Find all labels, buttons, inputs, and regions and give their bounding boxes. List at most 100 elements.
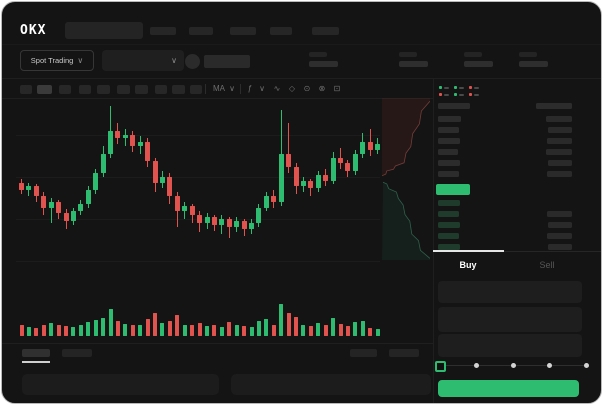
candle-body	[360, 142, 366, 154]
timeframe-pill-2[interactable]	[59, 85, 71, 94]
search-input[interactable]	[65, 22, 143, 39]
bids-book-view-icon[interactable]	[454, 86, 464, 96]
slider-stop-2[interactable]	[510, 363, 516, 368]
fullscreen-icon[interactable]: ⊡	[333, 84, 341, 93]
nav-item-0[interactable]	[150, 27, 176, 35]
candle-body	[375, 144, 381, 150]
timeframe-pill-4[interactable]	[97, 85, 110, 94]
slider-handle[interactable]	[435, 361, 446, 372]
volume-bar	[353, 322, 358, 336]
volume-bar	[205, 326, 209, 336]
candle-body	[152, 161, 158, 183]
candle-body	[234, 220, 240, 227]
bid-price-3[interactable]	[438, 233, 459, 239]
volume-bar	[78, 324, 83, 336]
volume-bar	[212, 324, 217, 336]
divider	[2, 343, 433, 344]
ask-price-1[interactable]	[438, 127, 459, 133]
timeframe-pill-1[interactable]	[37, 85, 52, 94]
draw-tool-icon[interactable]: ◇	[288, 84, 296, 93]
timeframe-pill-9[interactable]	[190, 85, 202, 94]
timeframe-pill-5[interactable]	[117, 85, 130, 94]
bottom-tab-0[interactable]	[22, 349, 50, 357]
ask-price-3[interactable]	[438, 149, 458, 155]
bottom-action-1[interactable]	[389, 349, 419, 357]
timeframe-pill-8[interactable]	[172, 85, 185, 94]
bid-amount-1	[547, 211, 572, 217]
bottom-panel-1	[231, 374, 431, 395]
slider-stop-1[interactable]	[474, 363, 479, 368]
pair-selector-dropdown[interactable]: ∨	[102, 50, 184, 71]
ask-price-4[interactable]	[438, 160, 460, 166]
candlestick-chart[interactable]	[16, 100, 381, 292]
bid-price-1[interactable]	[438, 211, 459, 217]
candle-body	[300, 180, 306, 187]
bottom-tab-1[interactable]	[62, 349, 92, 357]
tab-buy[interactable]: Buy	[459, 260, 477, 270]
candle-body	[211, 217, 217, 225]
volume-bar	[368, 327, 373, 336]
nav-item-3[interactable]	[270, 27, 292, 35]
stat-label-3	[519, 52, 537, 57]
toggle-row	[469, 93, 479, 96]
combined-book-view-icon[interactable]	[439, 86, 449, 96]
ma-indicator-icon[interactable]: MA	[213, 84, 225, 93]
nav-item-1[interactable]	[189, 27, 213, 35]
volume-bar	[34, 328, 39, 336]
timeframe-pill-0[interactable]	[20, 85, 32, 94]
order-field-2[interactable]	[438, 334, 582, 357]
stat-value-2	[464, 61, 493, 67]
ask-price-2[interactable]	[438, 138, 460, 144]
asks-book-view-icon[interactable]	[469, 86, 479, 96]
volume-bar	[345, 326, 350, 336]
ask-amount-4	[548, 160, 572, 166]
volume-bar	[331, 317, 336, 336]
candle-body	[286, 153, 292, 168]
timeframe-pill-7[interactable]	[155, 85, 167, 94]
line-tool-icon[interactable]: ∿	[273, 84, 281, 93]
order-field-0[interactable]	[438, 281, 582, 303]
candle-body	[159, 176, 165, 183]
orderbook-last-price-highlight[interactable]	[436, 184, 470, 195]
candle-wick	[50, 197, 52, 223]
volume-bar	[160, 322, 165, 336]
stat-label-0	[309, 52, 327, 57]
timeframe-pill-3[interactable]	[79, 85, 91, 94]
divider	[2, 44, 601, 45]
volume-bar	[360, 320, 365, 336]
candle-body	[70, 211, 76, 221]
nav-item-4[interactable]	[312, 27, 339, 35]
candle-body	[367, 142, 373, 150]
nav-item-2[interactable]	[230, 27, 256, 35]
screenshot-icon[interactable]: ⊙	[303, 84, 311, 93]
candle-body	[182, 205, 188, 212]
timeframe-pill-6[interactable]	[135, 85, 148, 94]
slider-stop-3[interactable]	[547, 363, 552, 368]
market-selector-button[interactable]: Spot Trading ∨	[20, 50, 94, 71]
orderbook-col-header-amount	[536, 103, 572, 109]
coin-avatar	[185, 54, 200, 69]
buy-submit-button[interactable]	[438, 380, 579, 397]
tab-sell[interactable]: Sell	[539, 260, 555, 270]
volume-bar	[197, 323, 202, 336]
market-selector-label: Spot Trading	[30, 56, 74, 65]
chevron-down-icon[interactable]: ∨	[259, 84, 265, 93]
chart-settings-icon[interactable]: ⊗	[318, 84, 326, 93]
chevron-down-icon[interactable]: ∨	[229, 84, 235, 93]
volume-bar	[338, 323, 343, 336]
order-field-1[interactable]	[438, 307, 582, 332]
ask-price-5[interactable]	[438, 171, 459, 177]
bottom-action-0[interactable]	[350, 349, 377, 357]
bid-price-0[interactable]	[438, 200, 460, 206]
ask-price-0[interactable]	[438, 116, 461, 122]
slider-stop-4[interactable]	[583, 363, 589, 368]
fx-indicators-icon[interactable]: ƒ	[247, 84, 253, 93]
candle-wick	[221, 215, 223, 235]
candle-body	[323, 174, 329, 181]
volume-bar	[242, 326, 247, 336]
candle-body	[249, 222, 255, 229]
bid-price-4[interactable]	[438, 244, 460, 250]
candle-body	[167, 176, 173, 196]
bid-price-2[interactable]	[438, 222, 460, 228]
chevron-down-icon: ∨	[171, 55, 177, 65]
